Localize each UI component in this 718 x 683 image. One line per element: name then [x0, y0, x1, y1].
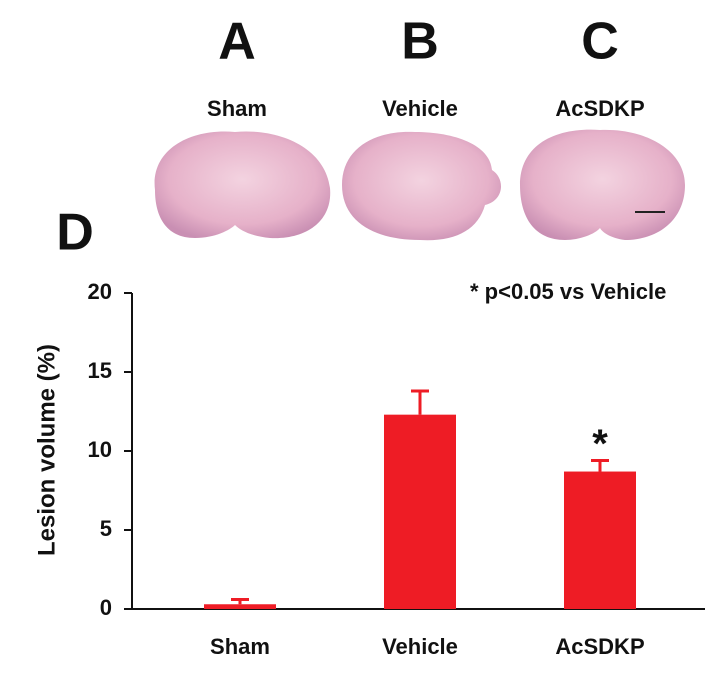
panel-label: Vehicle — [382, 96, 458, 121]
brain-image — [520, 129, 685, 240]
brain-image — [342, 131, 502, 241]
bar — [204, 604, 276, 609]
y-tick-label: 10 — [88, 437, 112, 462]
panel-letter: A — [218, 13, 256, 71]
bar — [384, 414, 456, 609]
panel-letter: D — [56, 204, 94, 262]
y-tick-label: 5 — [100, 516, 112, 541]
bar — [564, 471, 636, 609]
x-tick-label: Vehicle — [382, 634, 458, 659]
y-tick-label: 0 — [100, 595, 112, 620]
x-tick-label: AcSDKP — [555, 634, 644, 659]
panel-letter: B — [401, 13, 439, 71]
brain-images — [154, 129, 685, 241]
y-axis-label: Lesion volume (%) — [33, 344, 60, 556]
panel-letter: C — [581, 13, 619, 71]
y-tick-label: 20 — [88, 279, 112, 304]
annotation: * p<0.05 vs Vehicle — [470, 279, 666, 304]
brain-image — [154, 131, 331, 239]
panel-label: Sham — [207, 96, 267, 121]
panel-label: AcSDKP — [555, 96, 644, 121]
x-tick-label: Sham — [210, 634, 270, 659]
significance-label: * — [592, 422, 608, 466]
y-tick-label: 15 — [88, 358, 112, 383]
